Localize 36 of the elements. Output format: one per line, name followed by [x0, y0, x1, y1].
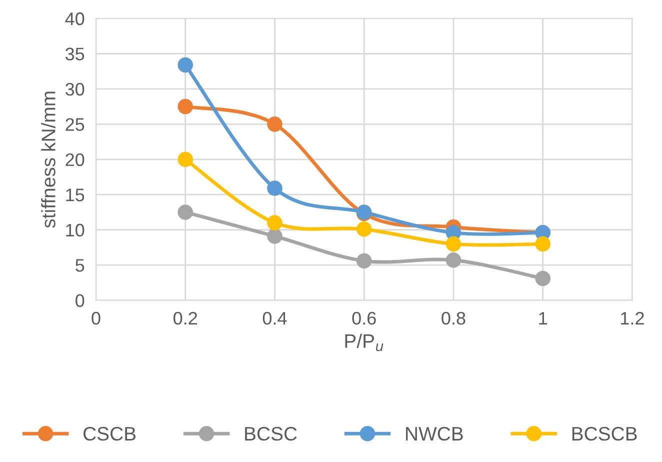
x-tick-label: 0.8: [442, 312, 466, 325]
point: [267, 228, 282, 244]
y-tick-label: 0: [76, 294, 84, 308]
y-tick-label: 30: [65, 82, 84, 96]
legend-label: BCSCB: [572, 426, 637, 441]
x-axis-title: P/P$_{u}$: [345, 334, 384, 352]
point: [356, 222, 372, 237]
point: [446, 236, 462, 252]
legend-label: CSCB: [84, 426, 136, 441]
y-tick-label: 10: [66, 224, 84, 237]
point: [267, 180, 282, 196]
y-tick-label: 40: [65, 12, 84, 26]
point: [178, 204, 193, 220]
y-tick-label: 15: [66, 188, 84, 202]
x-tick-label: 1.2: [621, 312, 644, 324]
point: [535, 236, 550, 252]
x-tick-label: 0: [92, 312, 100, 325]
x-tick-label: 0.6: [352, 312, 376, 325]
legend-label: NWCB: [406, 426, 463, 441]
y-axis-title: stiffness kN/mm: [41, 92, 56, 228]
y-tick-label: 5: [76, 259, 84, 272]
legend-label: BCSC: [245, 426, 297, 441]
y-tick-label: 25: [66, 118, 84, 131]
x-tick-label: 0.4: [262, 312, 287, 325]
point: [535, 270, 550, 286]
point: [356, 253, 372, 268]
y-tick-label: 35: [65, 48, 84, 60]
y-tick-label: 20: [66, 153, 84, 166]
point: [178, 98, 193, 114]
point: [267, 215, 282, 230]
point: [267, 116, 282, 132]
x-tick-label: 0.2: [174, 312, 198, 325]
x-tick-label: 1: [539, 312, 547, 324]
point: [178, 152, 193, 168]
point: [178, 57, 193, 73]
point: [446, 252, 462, 268]
